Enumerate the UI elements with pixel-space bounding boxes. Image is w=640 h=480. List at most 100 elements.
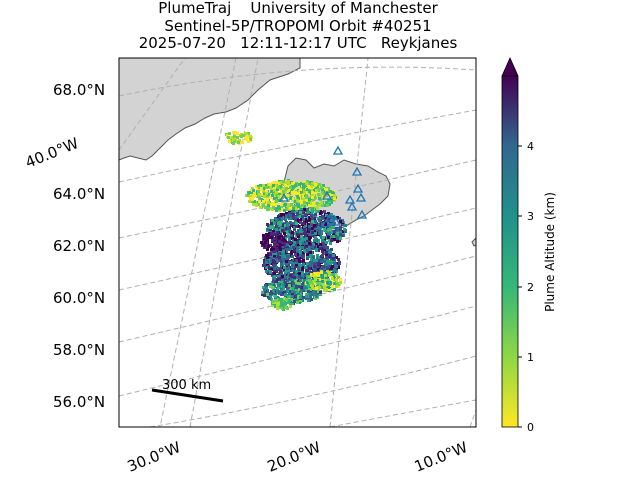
plume-pixel	[287, 241, 290, 244]
plume-pixel	[299, 299, 302, 302]
plume-pixel	[284, 277, 287, 280]
plume-pixel	[292, 222, 295, 225]
plume-pixel	[285, 214, 288, 217]
plume-pixel	[316, 207, 319, 210]
plume-pixel	[287, 301, 290, 304]
plume-pixel	[323, 289, 326, 292]
plume-pixel	[264, 241, 267, 244]
plume-pixel	[280, 220, 283, 223]
plume-pixel	[317, 272, 320, 275]
plume-pixel	[329, 190, 332, 193]
plume-pixel	[299, 232, 302, 235]
plume-pixel	[279, 248, 282, 251]
plume-pixel	[275, 197, 278, 200]
plume-pixel	[272, 191, 275, 194]
plume-pixel	[254, 194, 257, 197]
plume-pixel	[291, 250, 294, 253]
plume-pixel	[283, 304, 286, 307]
plume-pixel	[308, 218, 311, 221]
title-line-1: PlumeTraj University of Manchester	[158, 0, 438, 17]
plume-pixel	[279, 244, 282, 247]
plume-pixel	[267, 226, 270, 229]
plume-pixel	[284, 281, 287, 284]
plume-pixel	[278, 242, 281, 245]
plume-pixel	[273, 267, 276, 270]
plume-pixel	[312, 243, 315, 246]
volcano-marker	[344, 194, 356, 204]
plume-pixel	[265, 261, 268, 264]
plume-pixel	[332, 273, 335, 276]
plume-pixel	[338, 239, 341, 242]
plume-pixel	[318, 265, 321, 268]
plume-pixel	[275, 207, 278, 210]
plume-pixel	[327, 286, 330, 289]
plume-pixel	[289, 290, 292, 293]
plume-pixel	[280, 218, 283, 221]
plume-pixel	[252, 203, 255, 206]
plume-pixel	[326, 270, 329, 273]
plume-pixel	[303, 228, 306, 231]
volcano-marker	[324, 212, 336, 222]
plume-pixel	[326, 215, 329, 218]
plume-pixel	[296, 255, 299, 258]
plume-pixel	[298, 215, 301, 218]
plume-pixel	[336, 216, 339, 219]
plume-pixel	[278, 182, 281, 185]
plume-pixel	[339, 226, 342, 229]
plume-pixel	[317, 193, 320, 196]
plume-pixel	[330, 281, 333, 284]
plume-pixel	[266, 235, 269, 238]
plume-pixel	[311, 196, 314, 199]
plume-pixel	[302, 263, 305, 266]
plume-pixel	[319, 226, 322, 229]
volcano-marker	[352, 183, 364, 193]
plume-pixel	[290, 243, 293, 246]
plume-pixel	[274, 269, 277, 272]
plume-pixel	[298, 213, 301, 216]
plume-pixel	[311, 191, 314, 194]
plume-pixel	[290, 278, 293, 281]
plume-pixel	[309, 271, 312, 274]
plume-pixel	[317, 274, 320, 277]
plume-pixel	[277, 205, 280, 208]
plume-pixel	[336, 232, 339, 235]
plume-pixel	[288, 212, 291, 215]
plume-pixel	[281, 192, 284, 195]
plume-pixel	[258, 193, 261, 196]
plume-pixel	[280, 281, 283, 284]
plume-pixel	[293, 249, 296, 252]
plume-pixel	[305, 182, 308, 185]
plume-pixel	[314, 282, 317, 285]
plume-pixel	[313, 245, 316, 248]
plume-pixel	[305, 271, 308, 274]
plume-pixel	[314, 192, 317, 195]
plume-pixel	[311, 207, 314, 210]
plume-pixel	[319, 234, 322, 237]
plume-pixel	[308, 276, 311, 279]
plume-pixel	[333, 288, 336, 291]
plume-pixel	[269, 285, 272, 288]
plume-pixel	[276, 260, 279, 263]
plume-pixel	[278, 256, 281, 259]
plume-pixel	[261, 293, 264, 296]
plume-pixel	[297, 192, 300, 195]
plume-pixel	[326, 224, 329, 227]
plume-pixel	[271, 246, 274, 249]
plume-pixel	[284, 203, 287, 206]
plume-pixel	[342, 223, 345, 226]
plume-pixel	[288, 284, 291, 287]
plume-pixel	[312, 202, 315, 205]
plume-pixel	[288, 248, 291, 251]
plume-pixel	[273, 193, 276, 196]
plume-pixel	[296, 241, 299, 244]
plume-pixel	[296, 194, 299, 197]
plume-pixel	[321, 223, 324, 226]
plume-pixel	[313, 224, 316, 227]
plume-pixel	[323, 248, 326, 251]
plume-pixel	[287, 215, 290, 218]
plume-pixel	[331, 285, 334, 288]
volcano-marker	[356, 209, 368, 219]
volcano-marker	[355, 192, 367, 202]
plume-pixel	[306, 196, 309, 199]
plume-pixel	[294, 184, 297, 187]
